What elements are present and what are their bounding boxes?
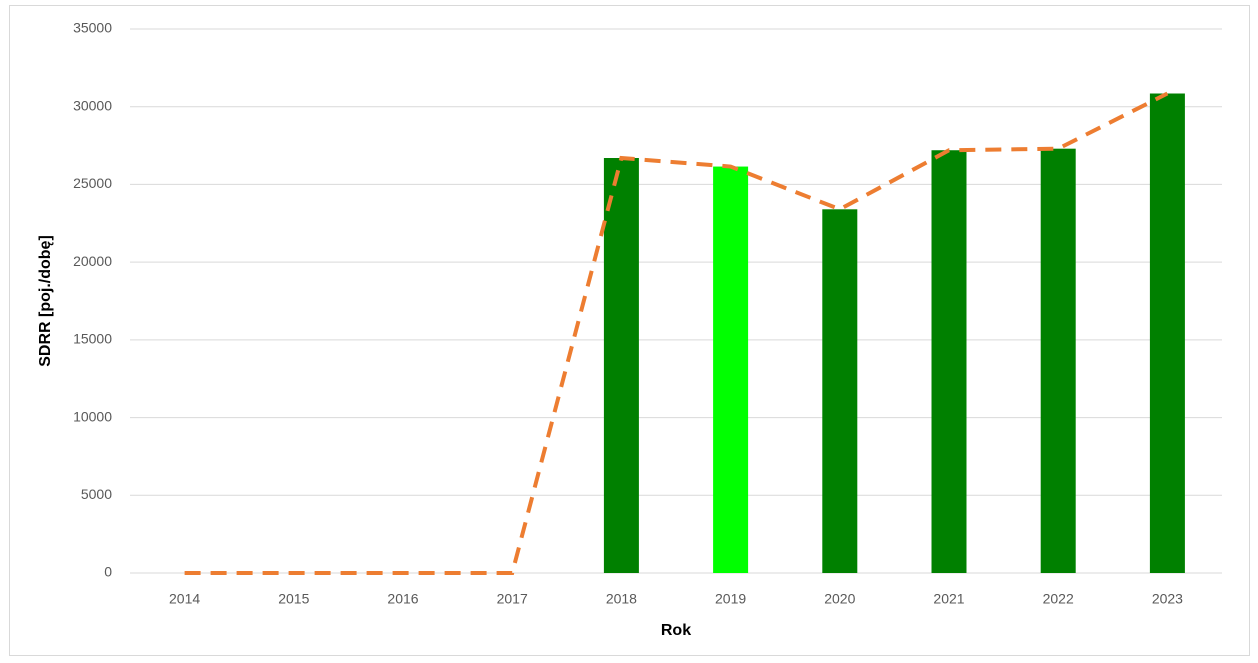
y-axis-title: SDRR [poj./dobę] (37, 235, 54, 367)
bar (1149, 93, 1185, 573)
y-tick-label: 30000 (73, 97, 112, 113)
y-tick-label: 20000 (73, 253, 112, 269)
x-tick-label: 2020 (824, 591, 855, 607)
y-tick-label: 10000 (73, 408, 112, 424)
x-tick-label: 2023 (1152, 591, 1183, 607)
y-tick-label: 0 (104, 564, 112, 580)
x-tick-label: 2016 (387, 591, 418, 607)
x-tick-label: 2022 (1043, 591, 1074, 607)
y-tick-label: 35000 (73, 20, 112, 36)
line (184, 91, 1169, 575)
y-tick-label: 5000 (81, 486, 112, 502)
y-tick-label: 25000 (73, 175, 112, 191)
x-tick-label: 2014 (169, 591, 200, 607)
bar (931, 150, 967, 573)
y-tick-label: 15000 (73, 331, 112, 347)
x-axis-title: Rok (661, 622, 691, 639)
x-tick-label: 2018 (606, 591, 637, 607)
x-tick-label: 2015 (278, 591, 309, 607)
bar (822, 209, 858, 573)
x-tick-label: 2017 (497, 591, 528, 607)
bar (1040, 148, 1076, 573)
x-tick-label: 2021 (933, 591, 964, 607)
x-tick-label: 2019 (715, 591, 746, 607)
bar (713, 166, 749, 573)
bar (603, 158, 639, 573)
